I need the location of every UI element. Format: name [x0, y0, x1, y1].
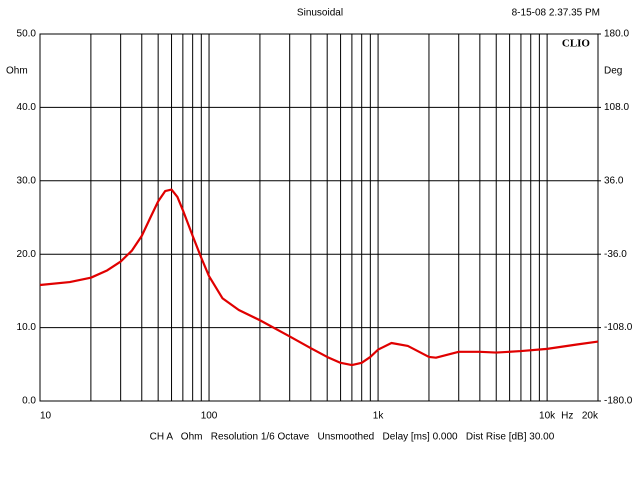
- chart-title: Sinusoidal: [297, 8, 343, 19]
- y-axis-label: Ohm: [6, 66, 28, 77]
- y-tick-label: 30.0: [17, 175, 37, 186]
- y2-tick-label: -36.0: [604, 249, 627, 260]
- y2-tick-label: -180.0: [604, 396, 633, 407]
- y-tick-label: 40.0: [17, 102, 37, 113]
- x-axis-label: Hz: [561, 411, 573, 422]
- y2-tick-label: 36.0: [604, 175, 624, 186]
- y-tick-label: 10.0: [17, 322, 37, 333]
- x-tick-label: 100: [201, 411, 218, 422]
- y2-tick-label: 180.0: [604, 29, 629, 40]
- plot-frame: [39, 33, 599, 402]
- x-tick-label: 1k: [373, 411, 385, 422]
- timestamp: 8-15-08 2.37.35 PM: [512, 8, 600, 19]
- y2-axis-label: Deg: [604, 66, 622, 77]
- y-tick-label: 0.0: [22, 396, 36, 407]
- y-tick-label: 50.0: [17, 29, 37, 40]
- y-tick-label: 20.0: [17, 249, 37, 260]
- y2-tick-label: 108.0: [604, 102, 629, 113]
- y2-tick-label: -108.0: [604, 322, 633, 333]
- x-tick-label: 10: [40, 411, 52, 422]
- x-tick-label: 20k: [582, 411, 599, 422]
- x-tick-label: 10k: [539, 411, 556, 422]
- logo: CLIO: [562, 38, 591, 50]
- footer: CH A Ohm Resolution 1/6 Octave Unsmoothe…: [150, 432, 555, 443]
- impedance-curve: [39, 188, 599, 367]
